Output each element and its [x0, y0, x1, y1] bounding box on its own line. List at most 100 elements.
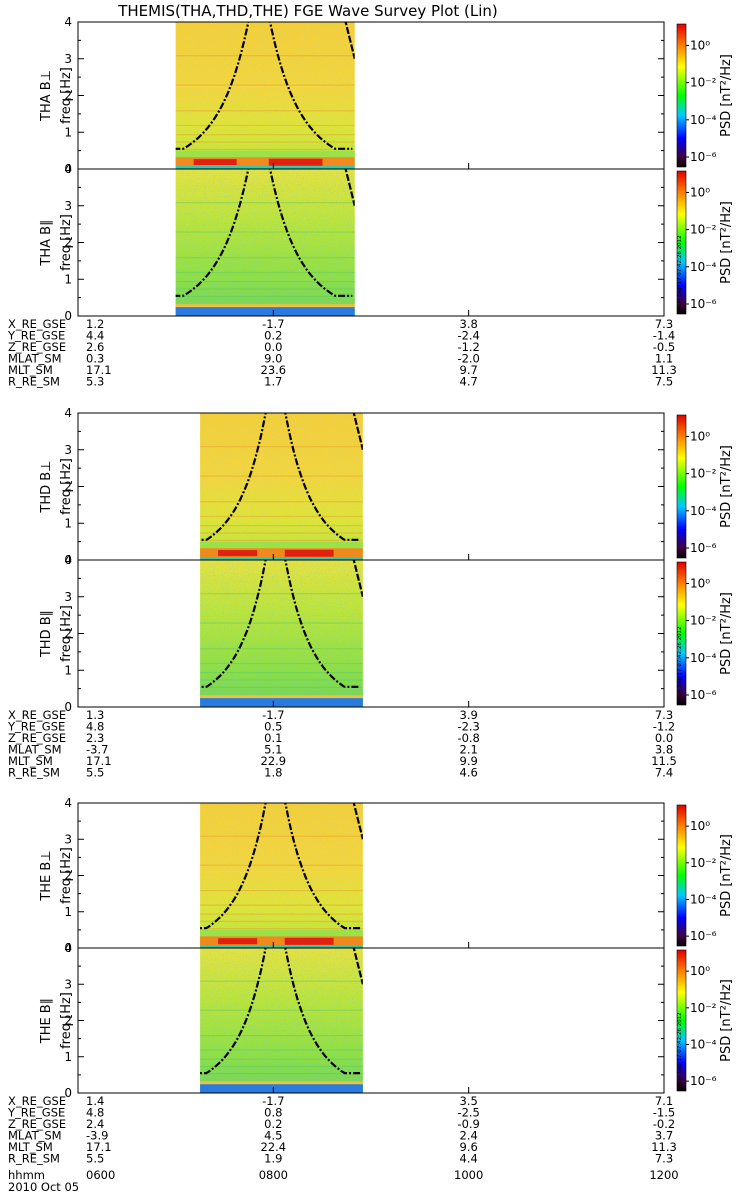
- y-tick-label: 4: [64, 162, 72, 176]
- spectral-line: [200, 904, 363, 906]
- colorbar-label: PSD [nT²/Hz]: [719, 834, 734, 917]
- low-band-green: [175, 299, 355, 305]
- ephemeris-value: 4.4: [460, 1152, 478, 1166]
- ephemeris-value: -1.2: [457, 340, 479, 354]
- ephemeris-value: 7.5: [655, 375, 673, 389]
- low-band-yellow: [175, 304, 355, 308]
- ephemeris-value: 1.2: [86, 317, 104, 331]
- ephemeris-value: 0.5: [264, 720, 282, 734]
- y-axis-label: freq [Hz]: [59, 847, 74, 904]
- spectrogram-noise: [175, 169, 355, 316]
- panel-label: THA B⊥: [39, 70, 54, 122]
- spectral-line: [200, 1058, 363, 1060]
- spectral-line: [200, 1049, 363, 1051]
- colorbar-tick-label: 10⁻⁶: [690, 150, 717, 164]
- spectral-line: [200, 1009, 363, 1011]
- colorbar-label: PSD [nT²/Hz]: [719, 54, 734, 137]
- colorbar-tick-label: 10⁻⁶: [690, 929, 717, 943]
- spectral-line: [175, 148, 355, 150]
- low-band-blue: [175, 307, 355, 316]
- ephemeris-label: MLT_SM: [8, 754, 53, 768]
- panel-label: THA B∥: [39, 219, 54, 266]
- ephemeris-value: 2.4: [460, 1129, 478, 1143]
- low-band-yellow: [200, 1081, 363, 1085]
- y-tick-label: 4: [64, 406, 72, 420]
- spectral-line: [175, 134, 355, 136]
- y-tick-label: 4: [64, 15, 72, 29]
- spectral-line: [200, 835, 363, 837]
- model-curves: [175, 169, 355, 297]
- ephemeris-value: -1.4: [653, 329, 675, 343]
- y-tick-label: 2: [64, 1014, 72, 1028]
- ephemeris-label: MLAT_SM: [8, 1129, 62, 1143]
- y-tick-label: 2: [64, 869, 72, 883]
- y-tick-label: 0: [64, 309, 72, 323]
- spectral-line: [200, 532, 363, 534]
- model-curves: [200, 560, 363, 688]
- low-band-cyan: [175, 166, 355, 169]
- colorbar-tick-label: 10⁰: [690, 185, 710, 199]
- spectral-line: [200, 890, 363, 892]
- model-curves: [200, 948, 363, 1075]
- spectral-line: [175, 141, 355, 143]
- ephemeris-value: -1.5: [653, 1106, 675, 1120]
- colorbar-tick-label: 10⁻⁴: [690, 892, 717, 906]
- ephemeris-table-thd: X_RE_GSE 1.3 -1.7 3.9 7.3Y_RE_GSE 4.8 0.5 -2.3-…: [7, 708, 677, 780]
- model-curve-right: [268, 22, 353, 150]
- ephemeris-value: 0.2: [264, 329, 282, 343]
- spectral-line: [175, 124, 355, 127]
- ephemeris-value: 2.6: [86, 340, 104, 354]
- ephemeris-value: 9.7: [460, 363, 478, 377]
- colorbar-tick-label: 10⁻⁴: [690, 504, 717, 518]
- colorbar-tick-label: 10⁻²: [690, 467, 717, 481]
- x-tick-label: 0800: [259, 1168, 288, 1182]
- ephemeris-value: 1.3: [86, 708, 104, 722]
- ephemeris-value: 11.5: [651, 754, 677, 768]
- y-axis-label: freq [Hz]: [59, 67, 74, 124]
- colorbar-tick-label: 10⁻²: [690, 1001, 717, 1015]
- colorbar-scale: [676, 561, 687, 706]
- spectral-line: [200, 539, 363, 541]
- panel-frame: [77, 412, 665, 561]
- ephemeris-value: -0.2: [653, 1117, 675, 1131]
- spectral-line: [200, 864, 363, 866]
- ephemeris-value: 11.3: [651, 1140, 677, 1154]
- model-curve-upper: [352, 413, 363, 451]
- ephemeris-value: 3.8: [655, 743, 673, 757]
- colorbar-tick-label: 10⁻⁴: [690, 260, 717, 274]
- ephemeris-label: MLT_SM: [8, 1140, 53, 1154]
- ephemeris-value: 1.8: [264, 766, 282, 780]
- spectral-line: [175, 281, 355, 283]
- ephemeris-value: 2.3: [86, 731, 104, 745]
- low-band-green: [175, 150, 355, 158]
- panel-label: THD B∥: [39, 610, 54, 658]
- colorbar-tick-label: 10⁰: [690, 429, 710, 443]
- y-tick-label: 2: [64, 480, 72, 494]
- colorbar-label: PSD [nT²/Hz]: [719, 592, 734, 675]
- spectral-line: [175, 110, 355, 112]
- x-tick-label: 1000: [454, 1168, 483, 1182]
- colorbar-tick-label: 10⁻⁶: [690, 297, 717, 311]
- colorbar-tick-label: 10⁰: [690, 819, 710, 833]
- plot-timestamp: Mon Sep 17 07:42:26 2012: [677, 1012, 683, 1087]
- ephemeris-value: 4.8: [86, 720, 104, 734]
- ephemeris-value: 4.7: [460, 375, 478, 389]
- spectral-line: [200, 1035, 363, 1037]
- low-band-cyan: [200, 945, 363, 948]
- colorbar-label: PSD [nT²/Hz]: [719, 445, 734, 528]
- ephemeris-value: -1.7: [262, 1094, 284, 1108]
- ephemeris-value: 4.4: [86, 329, 104, 343]
- y-tick-label: 4: [64, 941, 72, 955]
- ephemeris-value: 7.3: [655, 1152, 673, 1166]
- ephemeris-value: -1.7: [262, 708, 284, 722]
- ephemeris-value: 3.5: [460, 1094, 478, 1108]
- ephemeris-label: X_RE_GSE: [8, 317, 66, 331]
- y-tick-label: 3: [64, 443, 72, 457]
- ephemeris-value: 1.1: [655, 352, 673, 366]
